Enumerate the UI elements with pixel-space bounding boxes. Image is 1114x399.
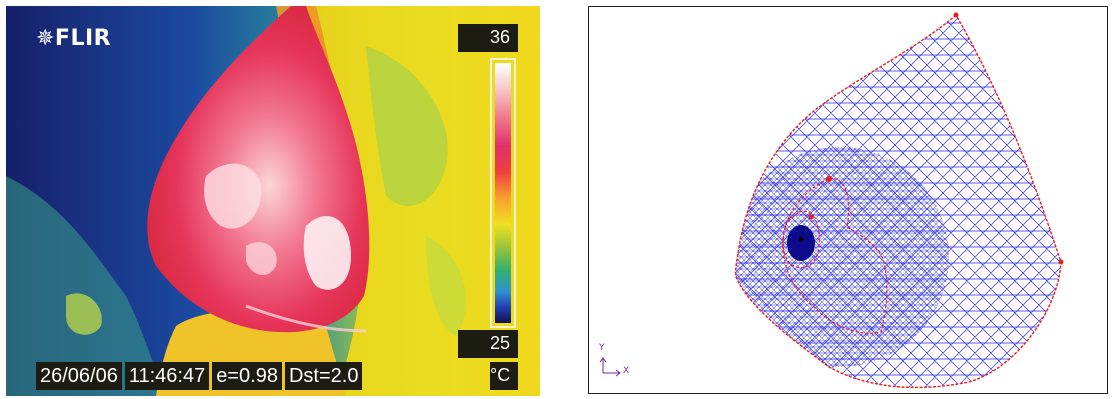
status-bar: 26/06/06 11:46:47 e=0.98 Dst=2.0: [36, 362, 363, 390]
tumor-center: [798, 236, 804, 242]
marker-tumor: [808, 214, 814, 220]
mesh-dense-region: [735, 147, 949, 367]
status-time: 11:46:47: [124, 362, 210, 390]
status-emissivity: e=0.98: [212, 362, 282, 390]
y-arrow: [599, 357, 607, 363]
status-distance: Dst=2.0: [284, 362, 363, 390]
x-arrow: [615, 369, 621, 377]
cool-region: [6, 176, 166, 396]
colorbar: [490, 58, 516, 328]
flir-logo: ✵FLIR: [36, 26, 112, 51]
unit-label: °C: [490, 362, 518, 390]
hotspot-2: [303, 216, 351, 290]
mesh-grid: [735, 147, 949, 367]
status-date: 26/06/06: [36, 362, 122, 390]
fold-line: [245, 304, 367, 333]
boundary-markers: [808, 12, 1064, 265]
marker-right: [1058, 259, 1064, 265]
warm-spot: [66, 293, 102, 335]
axis-indicator: [599, 357, 621, 377]
tumor-contour: [782, 210, 820, 269]
marker-top: [953, 12, 959, 18]
mesh-background: [735, 15, 1061, 388]
colorbar-gradient: [495, 63, 511, 323]
scale-max-label: 36: [458, 24, 518, 52]
torso-cool-patch-2: [426, 236, 466, 336]
marker-inner: [826, 176, 832, 182]
hotspot-1: [204, 163, 262, 229]
scale-min-label: 25: [458, 330, 518, 358]
thermal-image: ✵FLIR 36 25 °C 26/06/06 11:46:47 e=0.98 …: [6, 6, 540, 396]
mesh-boundary: [734, 13, 1062, 389]
hotspot-3: [246, 242, 277, 276]
axis-x-label: X: [623, 366, 630, 376]
torso-cool-patch: [366, 46, 448, 206]
finite-element-mesh: [599, 12, 1064, 389]
mesh-panel: Y X: [588, 6, 1108, 394]
axis-y-label: Y: [599, 343, 605, 353]
tumor-region: [787, 225, 815, 261]
